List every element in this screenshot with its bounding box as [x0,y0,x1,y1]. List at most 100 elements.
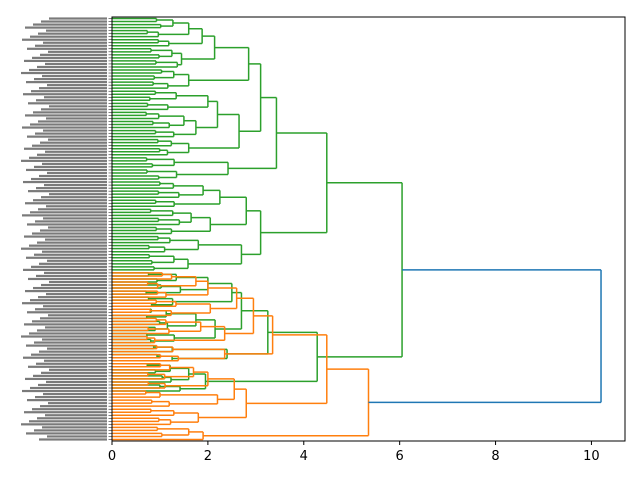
leaf-label [22,389,107,393]
x-tick-label: 10 [583,449,600,464]
leaf-label [46,29,107,32]
leaf-label [44,271,107,275]
leaf-label [48,138,107,141]
leaf-label [21,335,107,338]
leaf-label [42,162,107,165]
dendrogram-links [112,17,602,441]
leaf-label [46,293,107,296]
leaf-label [23,268,107,271]
leaf-label [32,56,107,59]
leaf-label [25,377,107,381]
leaf-label [39,174,107,178]
leaf-label [46,205,107,208]
leaf-label [25,202,107,205]
leaf-label [43,129,107,132]
leaf-label [33,111,107,114]
leaf-label [49,193,107,196]
leaf-label [30,386,107,390]
leaf-label [44,183,107,187]
leaf-label [23,180,107,184]
leaf-label [24,235,107,238]
leaf-label [30,211,107,214]
leaf-label [25,26,107,29]
leaf-label [35,395,107,399]
leaf-label [43,305,107,308]
leaf-label [36,274,107,278]
leaf-label [42,426,107,429]
leaf-label [29,332,107,335]
leaf-label [48,314,107,317]
leaf-label [30,299,107,302]
leaf-label [49,368,107,371]
leaf-label [41,283,107,287]
leaf-label [40,405,107,408]
leaf-label [35,132,107,135]
leaf-label [30,35,107,38]
leaf-label [40,229,107,232]
leaf-label [32,144,107,147]
leaf-label [28,190,107,193]
leaf-label [35,308,107,311]
leaf-label [49,280,107,284]
leaf-label [41,108,107,111]
x-tick-label: 2 [204,449,212,464]
leaf-label [35,220,107,223]
leaf-label [47,347,107,350]
leaf-label [37,329,107,332]
leaf-label [37,153,107,156]
leaf-label [34,429,107,432]
x-tick-label: 6 [396,449,404,464]
leaf-label [24,323,107,326]
leaf-label [23,356,107,359]
leaf-label [46,380,107,384]
leaf-label [26,344,107,347]
leaf-label [29,156,107,159]
leaf-label [22,38,107,41]
leaf-label [22,302,107,305]
leaf-label [34,253,107,256]
leaf-label [22,214,107,217]
leaf-label [47,84,107,87]
leaf-label [30,123,107,126]
leaf-label [27,399,107,402]
leaf-label [21,247,107,250]
leaf-label [27,223,107,226]
leaf-label [48,50,107,53]
leaf-label [42,338,107,341]
leaf-label [38,296,107,299]
leaf-label [26,81,107,84]
leaf-label [28,365,107,368]
leaf-label [28,277,107,281]
leaf-label [44,359,107,362]
leaf-label [31,90,107,93]
leaf-label [41,196,107,199]
leaf-label [42,74,107,78]
leaf-label [31,353,107,356]
leaf-label [27,47,107,50]
leaf-label [26,256,107,259]
leaf-label [38,32,107,35]
leaf-label [33,199,107,202]
leaf-label [38,120,107,123]
plot-frame [111,16,626,442]
leaf-label [43,217,107,220]
leaf-label [27,311,107,314]
leaf-label [21,71,107,75]
leaf-label [48,402,107,405]
leaf-label [41,20,107,23]
leaf-label [36,362,107,365]
leaf-label [45,150,107,153]
leaf-label [45,414,107,417]
leaf-label [39,87,107,90]
leaf-label [33,286,107,290]
leaf-label [36,187,107,190]
leaf-label [33,374,107,377]
leaf-label [25,289,107,293]
leaf-label [40,53,107,56]
leaf-label [32,320,107,323]
leaf-label [38,208,107,211]
leaf-label [29,68,107,72]
leaf-label [21,423,107,426]
